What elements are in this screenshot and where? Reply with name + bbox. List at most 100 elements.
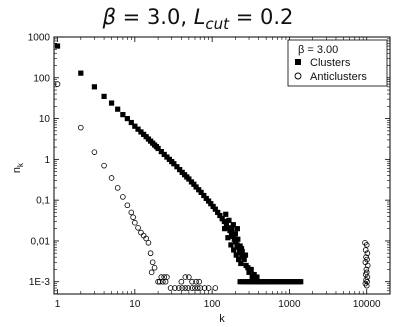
y-axis-label: nk [11,162,25,173]
cluster-point [242,252,249,258]
cluster-point [212,206,218,212]
cluster-point [225,235,231,241]
cluster-point [120,112,126,118]
cluster-point [115,106,121,112]
cluster-point [205,198,212,204]
anticluster-point [167,285,174,291]
anticluster-point [363,242,370,248]
anticluster-point [212,285,219,291]
cluster-point [158,148,164,155]
cluster-point [223,222,230,228]
y-tick-label: 1000 [28,33,51,44]
legend-box [287,39,388,87]
cluster-point [219,216,225,222]
anticluster-point [189,278,195,285]
cluster-point [254,274,260,280]
cluster-point [236,256,242,263]
anticluster-point [156,278,163,285]
cluster-point [208,201,214,207]
cluster-point [235,236,241,242]
anticluster-point [196,278,202,285]
anticluster-point [159,278,166,285]
x-axis: 1 10 100 1000 10000 [55,37,391,310]
anticluster-point [162,278,169,285]
cluster-point [135,126,141,132]
cluster-point [231,247,237,253]
anticluster-point [135,224,141,231]
cluster-point [101,93,107,99]
cluster-point [238,245,245,252]
cluster-point [191,181,197,187]
legend-marker-clusters [295,59,301,65]
cluster-point [230,222,236,228]
cluster-point [91,84,98,90]
anticluster-point [151,264,158,271]
cluster-point [225,225,231,231]
cluster-point [174,164,180,170]
x-tick-label: 1000 [278,299,301,310]
anticluster-point [120,194,126,200]
x-tick-label: 10000 [353,299,381,310]
anticluster-point [91,149,98,155]
y-tick-label: 0,01 [31,236,51,247]
anticluster-point [362,247,369,253]
anticluster-point [364,250,371,257]
anticluster-point [143,235,149,242]
anticluster-point [178,278,185,285]
cluster-point [237,279,243,285]
cluster-point [186,176,192,182]
cluster-point [138,129,144,135]
anticluster-point [114,185,121,191]
anticluster-point [182,285,189,291]
y-tick-label: 1 [44,155,50,166]
cluster-point [196,187,202,193]
x-axis-label: k [219,313,225,325]
cluster-point [124,115,130,122]
cluster-point [222,226,228,232]
cluster-point [155,145,161,152]
cluster-point [198,189,204,195]
cluster-point [193,184,199,190]
cluster-point [161,151,167,158]
series-anticlusters [54,81,371,291]
cluster-point [177,167,183,173]
anticluster-point [108,175,115,181]
chart-title: β = 3.0, Lcut = 0.2 [102,5,294,33]
anticluster-point [128,209,135,216]
cluster-point [241,256,247,263]
anticluster-point [172,285,178,291]
series-clusters [54,43,304,285]
cluster-point [210,203,216,210]
cluster-point [221,218,227,225]
cluster-point [54,43,61,49]
cluster-point [226,217,232,223]
anticluster-point [364,256,370,263]
cluster-point [132,123,138,129]
anticluster-point [201,285,208,291]
legend-marker-anticlusters [294,72,302,80]
anticluster-point [132,219,138,226]
anticluster-point [205,285,212,291]
y-tick-label: 100 [33,73,50,84]
legend-label-anticlusters: Anticlusters [310,71,367,83]
anticluster-point [194,285,201,291]
legend-label-clusters: Clusters [310,57,351,69]
cluster-point [246,269,252,275]
anticluster-point [364,262,371,269]
x-tick-label: 1 [55,299,61,310]
y-tick-label: 0,1 [36,196,50,207]
anticluster-point [182,274,189,280]
anticluster-point [145,240,152,246]
anticluster-point [363,282,370,289]
x-tick-label: 100 [204,299,221,310]
cluster-point [78,70,84,76]
cluster-point [201,192,207,199]
anticluster-point [179,285,186,291]
cluster-point [108,100,115,106]
anticluster-point [186,274,192,280]
cluster-point [239,248,245,255]
cluster-point [223,211,229,217]
cluster-point [217,212,223,219]
cluster-point [128,119,134,126]
